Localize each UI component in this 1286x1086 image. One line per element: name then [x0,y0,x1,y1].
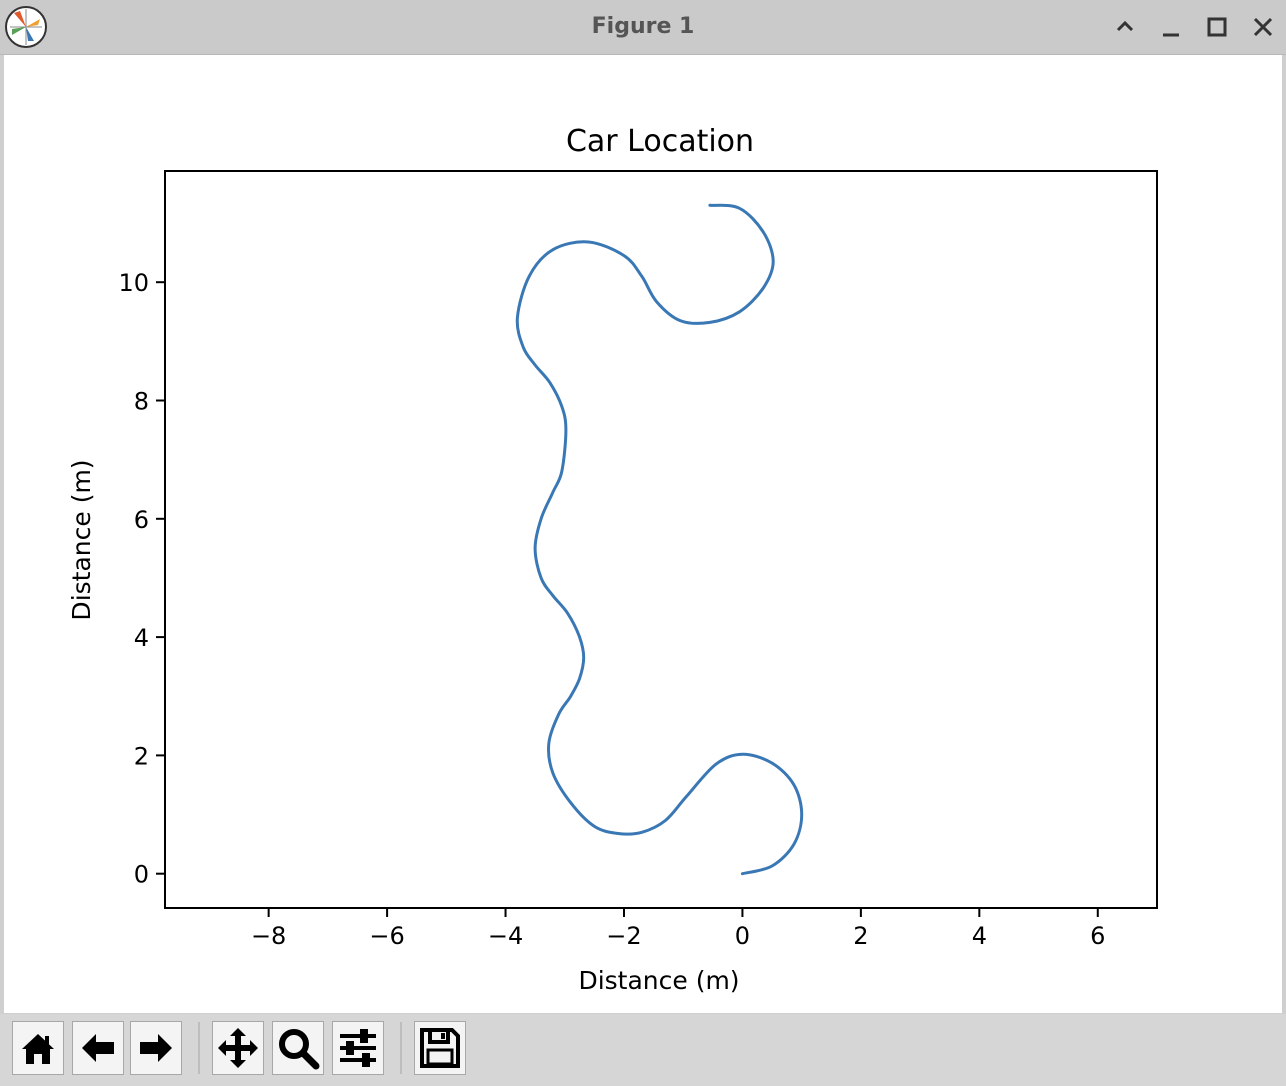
forward-button[interactable] [130,1021,182,1075]
y-axis-label: Distance (m) [67,459,96,620]
arrow-right-icon [140,1034,172,1062]
pan-button[interactable] [212,1021,264,1075]
chart-title: Car Location [566,124,754,159]
save-button[interactable] [414,1021,466,1075]
x-tick-label: 0 [735,922,750,950]
close-icon [1253,17,1273,37]
toolbar-separator [400,1022,402,1074]
window-titlebar: Figure 1 [0,0,1286,55]
matplotlib-app-icon [4,5,48,49]
zoom-button[interactable] [272,1021,324,1075]
y-axis: 0 2 4 6 8 10 [118,269,165,889]
series-layer [515,203,804,876]
arrow-left-icon [82,1034,114,1062]
back-button[interactable] [72,1021,124,1075]
chart: Car Location −8 −6 −4 −2 0 2 4 6 0 2 4 6 8 10 Distan… [67,124,1158,995]
x-tick-label: −8 [251,922,286,950]
y-tick-label: 6 [134,506,149,534]
x-tick-label: 4 [972,922,987,950]
x-tick-label: −4 [488,922,523,950]
home-icon [22,1034,54,1064]
chevron-up-icon [1116,20,1134,32]
series-line [515,203,804,876]
y-tick-label: 4 [134,624,149,652]
configure-subplots-button[interactable] [332,1021,384,1075]
x-axis-label: Distance (m) [578,966,739,995]
plot-area [164,170,1158,909]
maximize-button[interactable] [1202,12,1232,42]
y-tick-label: 0 [134,861,149,889]
x-axis: −8 −6 −4 −2 0 2 4 6 [251,908,1105,950]
collapse-button[interactable] [1110,12,1140,42]
maximize-icon [1207,17,1227,37]
y-tick-label: 10 [118,269,149,297]
y-tick-label: 8 [134,387,149,415]
x-tick-label: −6 [369,922,404,950]
x-tick-label: 6 [1090,922,1105,950]
x-tick-label: 2 [853,922,868,950]
minimize-icon [1163,33,1179,37]
window-title: Figure 1 [591,14,695,39]
y-tick-label: 2 [134,742,149,770]
figure-canvas[interactable]: Car Location −8 −6 −4 −2 0 2 4 6 0 2 4 6 8 10 Distan… [4,55,1282,1013]
toolbar-separator [198,1022,200,1074]
magnifier-icon [279,1029,320,1070]
navigation-toolbar [0,1014,1286,1086]
minimize-button[interactable] [1156,12,1186,42]
home-button[interactable] [12,1021,64,1075]
floppy-disk-icon [420,1028,460,1068]
sliders-icon [340,1029,376,1067]
close-button[interactable] [1248,12,1278,42]
move-icon [218,1028,258,1068]
x-tick-label: −2 [606,922,641,950]
